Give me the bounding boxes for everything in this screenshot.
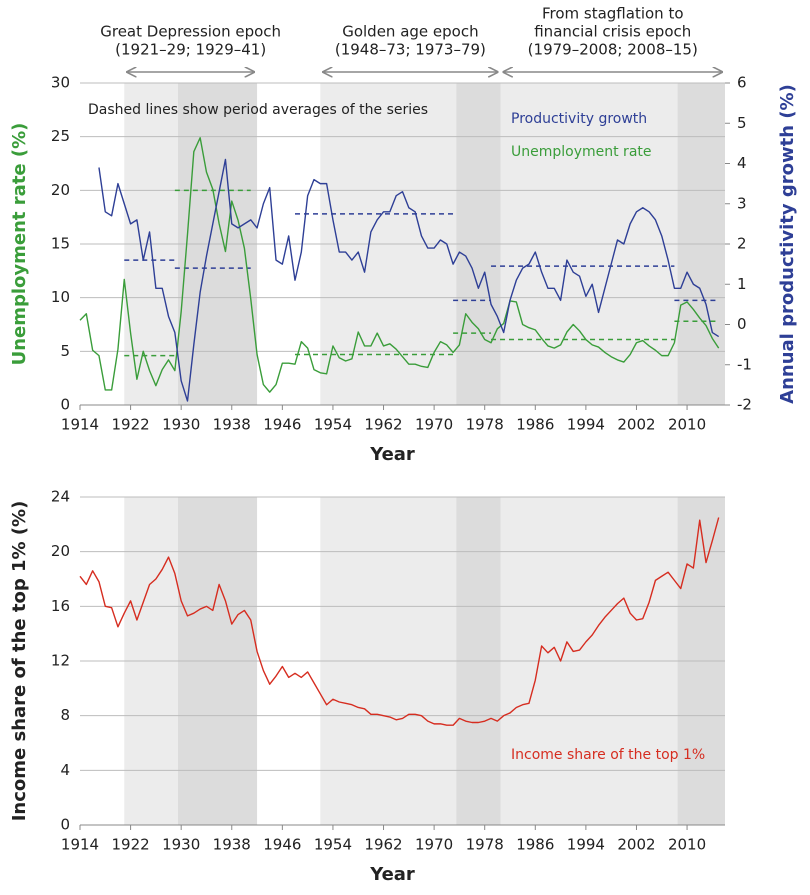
x-tick-label: 1914	[61, 416, 99, 434]
note: Dashed lines show period averages of the…	[88, 102, 428, 118]
y2-tick-label: 1	[737, 275, 747, 293]
y2-tick-label: 5	[737, 114, 747, 132]
x-tick-label: 1938	[213, 836, 251, 854]
legend-label: Productivity growth	[511, 111, 647, 127]
x-axis-title: Year	[369, 444, 415, 465]
y-tick-label: 15	[51, 235, 70, 253]
y-tick-label: 5	[60, 342, 70, 360]
x-tick-label: 2010	[668, 836, 706, 854]
x-tick-label: 1954	[314, 836, 352, 854]
y-tick-label: 20	[51, 542, 70, 560]
x-tick-label: 2002	[617, 836, 655, 854]
x-tick-label: 1914	[61, 836, 99, 854]
y-axis-title: Unemployment rate (%)	[9, 123, 30, 366]
x-tick-label: 1962	[364, 416, 402, 434]
x-tick-label: 2010	[668, 416, 706, 434]
y2-tick-label: 6	[737, 74, 747, 92]
x-tick-label: 1946	[263, 836, 301, 854]
y-tick-label: 20	[51, 181, 70, 199]
x-tick-label: 1962	[364, 836, 402, 854]
x-tick-label: 1938	[213, 416, 251, 434]
x-tick-label: 1986	[516, 836, 554, 854]
y-tick-label: 8	[60, 706, 70, 724]
epoch-label: (1921–29; 1929–41)	[115, 41, 266, 59]
x-axis-title: Year	[369, 864, 415, 885]
x-tick-label: 1970	[415, 416, 453, 434]
x-tick-label: 1930	[162, 416, 200, 434]
epoch-label: From stagflation to	[542, 5, 684, 23]
x-tick-label: 1946	[263, 416, 301, 434]
y2-tick-label: 3	[737, 194, 747, 212]
y-tick-label: 4	[60, 761, 70, 779]
series-line	[98, 158, 720, 402]
y-tick-label: 25	[51, 127, 70, 145]
y2-tick-label: -1	[737, 355, 752, 373]
x-tick-label: 1994	[567, 416, 605, 434]
x-tick-label: 1994	[567, 836, 605, 854]
legend-label: Income share of the top 1%	[511, 747, 705, 763]
epoch-label: (1948–73; 1973–79)	[335, 41, 486, 59]
epoch-label: (1979–2008; 2008–15)	[528, 41, 698, 59]
y-tick-label: 10	[51, 288, 70, 306]
series-line	[79, 137, 720, 393]
y2-axis-title: Annual productivity growth (%)	[777, 84, 798, 404]
y-tick-label: 30	[51, 74, 70, 92]
y2-tick-label: 4	[737, 154, 747, 172]
y-axis-title: Income share of the top 1% (%)	[9, 501, 30, 822]
x-tick-label: 2002	[617, 416, 655, 434]
y-tick-label: 16	[51, 597, 70, 615]
legend-label: Unemployment rate	[511, 144, 652, 160]
epoch-label: financial crisis epoch	[534, 23, 691, 41]
x-tick-label: 1970	[415, 836, 453, 854]
y-tick-label: 12	[51, 652, 70, 670]
x-tick-label: 1986	[516, 416, 554, 434]
epoch-label: Great Depression epoch	[100, 23, 281, 41]
epoch-label: Golden age epoch	[342, 23, 478, 41]
x-tick-label: 1978	[466, 416, 504, 434]
y-tick-label: 24	[51, 488, 70, 506]
y-tick-label: 0	[60, 816, 70, 834]
y-tick-label: 0	[60, 396, 70, 414]
y2-tick-label: -2	[737, 396, 752, 414]
x-tick-label: 1922	[111, 416, 149, 434]
x-tick-label: 1954	[314, 416, 352, 434]
x-tick-label: 1922	[111, 836, 149, 854]
y2-tick-label: 0	[737, 315, 747, 333]
y2-tick-label: 2	[737, 235, 747, 253]
x-tick-label: 1930	[162, 836, 200, 854]
x-tick-label: 1978	[466, 836, 504, 854]
series-line	[79, 517, 720, 726]
